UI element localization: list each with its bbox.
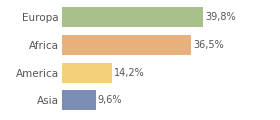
- Bar: [62, 35, 191, 55]
- Bar: [62, 7, 203, 27]
- Text: 9,6%: 9,6%: [98, 95, 122, 105]
- Bar: [62, 90, 96, 110]
- Text: 39,8%: 39,8%: [205, 12, 236, 22]
- Text: 36,5%: 36,5%: [193, 40, 224, 50]
- Bar: [62, 63, 112, 83]
- Text: 14,2%: 14,2%: [114, 68, 145, 78]
